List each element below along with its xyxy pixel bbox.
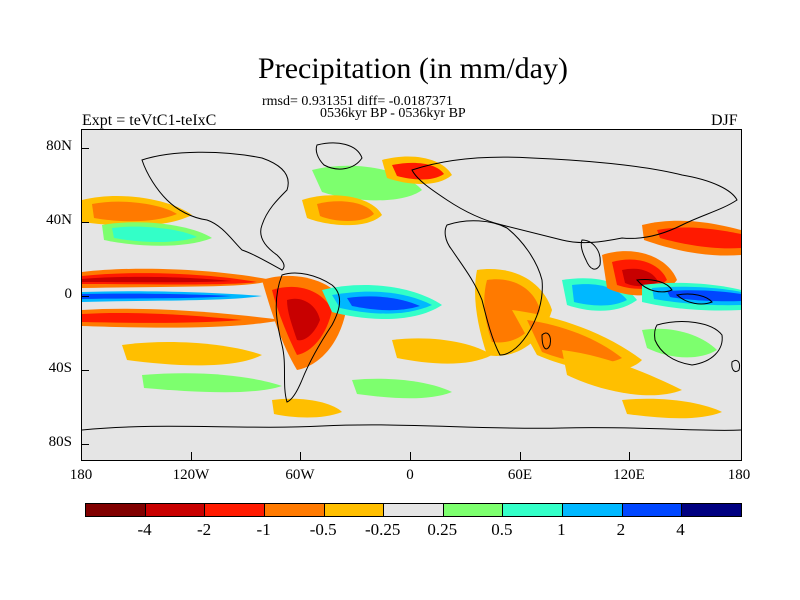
anomaly-fields: [82, 156, 741, 419]
y-tick-40n: 40N: [46, 212, 72, 228]
precipitation-map: [82, 130, 741, 460]
colorbar-label: -2: [196, 520, 212, 539]
x-tick-mark: [191, 452, 192, 460]
experiment-label: Expt = teVtC1-teIxC: [82, 112, 217, 129]
map-title: Precipitation (in mm/day): [258, 52, 568, 85]
x-tick-120w: 120W: [172, 467, 210, 483]
coastlines: [82, 142, 741, 431]
x-tick-mark: [520, 452, 521, 460]
map-plot-area: [81, 129, 742, 461]
colorbar-segment: [503, 504, 564, 516]
colorbar-label: 1: [557, 520, 566, 539]
colorbar-segment: [205, 504, 265, 516]
colorbar-label: -1: [256, 520, 271, 539]
x-tick-180e: 180: [727, 467, 751, 483]
y-tick-0: 0: [64, 286, 73, 302]
y-tick-mark: [81, 222, 89, 223]
colorbar-segment: [682, 504, 742, 516]
colorbar-label: 4: [676, 520, 685, 539]
colorbar-segment: [324, 504, 385, 516]
colorbar-label: 0.5: [491, 520, 513, 539]
period-text: 0536kyr BP - 0536kyr BP: [320, 106, 466, 121]
y-tick-40s: 40S: [48, 360, 72, 376]
colorbar-label: -0.25: [365, 520, 401, 539]
colorbar: [85, 503, 742, 517]
x-tick-180w: 180: [69, 467, 93, 483]
colorbar-label: -0.5: [309, 520, 337, 539]
x-tick-mark: [410, 452, 411, 460]
y-tick-mark: [81, 296, 89, 297]
y-tick-mark: [81, 444, 89, 445]
colorbar-segment: [384, 504, 444, 516]
colorbar-segment: [145, 504, 206, 516]
x-tick-mark: [629, 452, 630, 460]
colorbar-segment: [443, 504, 504, 516]
colorbar-segment: [622, 504, 683, 516]
y-tick-80s: 80S: [48, 434, 72, 450]
colorbar-label: 2: [616, 520, 626, 539]
colorbar-segment: [264, 504, 325, 516]
x-tick-mark: [300, 452, 301, 460]
colorbar-label: 0.25: [427, 520, 458, 539]
stats-text: rmsd= 0.931351 diff= -0.0187371: [262, 94, 453, 109]
y-tick-mark: [81, 370, 89, 371]
x-tick-60e: 60E: [507, 467, 533, 483]
season-label: DJF: [711, 112, 738, 129]
x-tick-0: 0: [406, 467, 414, 483]
x-tick-60w: 60W: [285, 467, 315, 483]
x-tick-120e: 120E: [613, 467, 645, 483]
y-tick-mark: [81, 148, 89, 149]
colorbar-segment: [563, 504, 623, 516]
colorbar-segment: [86, 504, 146, 516]
colorbar-label: -4: [137, 520, 152, 539]
y-tick-80n: 80N: [46, 138, 72, 154]
